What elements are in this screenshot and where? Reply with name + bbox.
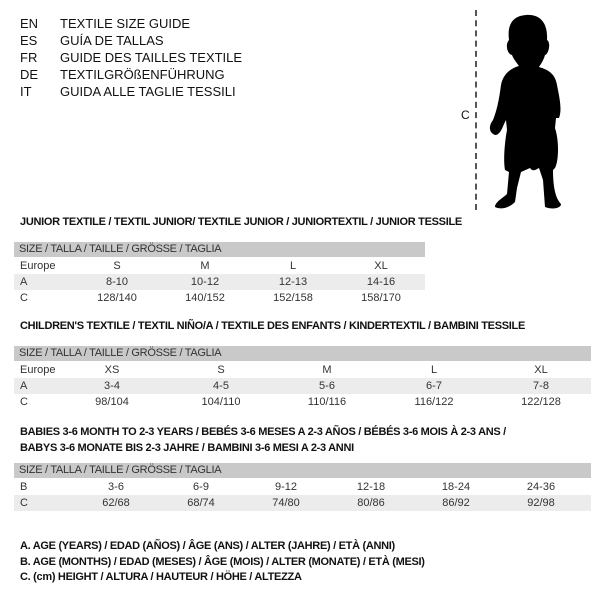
size-header: SIZE / TALLA / TAILLE / GRÖSSE / TAGLIA — [14, 346, 591, 361]
language-code: ES — [20, 33, 38, 48]
legend-a: A. AGE (YEARS) / EDAD (AÑOS) / ÂGE (ANS)… — [20, 540, 395, 552]
guide-title-text: TEXTILE SIZE GUIDE — [60, 16, 191, 31]
babies-heading-line1: BABIES 3-6 MONTH TO 2-3 YEARS / BEBÉS 3-… — [20, 426, 506, 438]
table-cell: 98/104 — [95, 396, 129, 408]
table-cell: 152/158 — [273, 292, 313, 304]
table-cell: 68/74 — [187, 497, 215, 509]
table-cell: 62/68 — [102, 497, 130, 509]
legend-c: C. (cm) HEIGHT / ALTURA / HAUTEUR / HÖHE… — [20, 571, 302, 583]
size-header: SIZE / TALLA / TAILLE / GRÖSSE / TAGLIA — [14, 242, 425, 257]
table-cell: 116/122 — [414, 396, 454, 408]
table-row: A 8-10 10-12 12-13 14-16 — [14, 274, 425, 290]
table-cell: 74/80 — [272, 497, 300, 509]
row-label: A — [20, 276, 28, 288]
table-cell: 7-8 — [533, 380, 549, 392]
height-figure: C — [455, 5, 595, 210]
row-label: C — [20, 396, 28, 408]
guide-title-en: EN TEXTILE SIZE GUIDE — [20, 16, 190, 31]
table-row: C 62/68 68/74 74/80 80/86 86/92 92/98 — [14, 495, 591, 511]
table-cell: M — [200, 260, 210, 272]
table-cell: 104/110 — [201, 396, 241, 408]
guide-title-text: GUÍA DE TALLAS — [60, 33, 164, 48]
table-row: Europe S M L XL — [14, 258, 425, 274]
table-row: Europe XS S M L XL — [14, 362, 591, 378]
child-silhouette-icon — [489, 14, 561, 209]
table-cell: XL — [374, 260, 388, 272]
table-cell: 18-24 — [441, 481, 471, 493]
row-label: Europe — [20, 364, 56, 376]
table-cell: 140/152 — [185, 292, 225, 304]
table-cell: S — [217, 364, 225, 376]
table-cell: S — [113, 260, 121, 272]
guide-title-it: IT GUIDA ALLE TAGLIE TESSILI — [20, 84, 236, 99]
junior-size-table: SIZE / TALLA / TAILLE / GRÖSSE / TAGLIA E… — [14, 242, 425, 306]
table-cell: 4-5 — [213, 380, 229, 392]
language-code: FR — [20, 50, 38, 65]
language-code: EN — [20, 16, 39, 31]
table-cell: 6-9 — [193, 481, 209, 493]
table-cell: 12-18 — [356, 481, 386, 493]
table-row: A 3-4 4-5 5-6 6-7 7-8 — [14, 378, 591, 394]
table-cell: 24-36 — [526, 481, 556, 493]
guide-title-text: GUIDA ALLE TAGLIE TESSILI — [60, 84, 236, 99]
table-cell: 3-4 — [104, 380, 120, 392]
table-row: B 3-6 6-9 9-12 12-18 18-24 24-36 — [14, 479, 591, 495]
table-cell: 8-10 — [105, 276, 129, 288]
table-cell: 12-13 — [278, 276, 308, 288]
children-size-table: SIZE / TALLA / TAILLE / GRÖSSE / TAGLIA E… — [14, 346, 591, 410]
children-heading: CHILDREN'S TEXTILE / TEXTIL NIÑO/A / TEX… — [20, 320, 525, 332]
guide-title-text: GUIDE DES TAILLES TEXTILE — [60, 50, 243, 65]
guide-title-text: TEXTILGRÖßENFÜHRUNG — [60, 67, 225, 82]
babies-size-table: SIZE / TALLA / TAILLE / GRÖSSE / TAGLIA B… — [14, 463, 591, 511]
row-label: C — [20, 497, 28, 509]
row-label: A — [20, 380, 28, 392]
table-cell: 3-6 — [108, 481, 124, 493]
junior-heading: JUNIOR TEXTILE / TEXTIL JUNIOR/ TEXTILE … — [20, 216, 462, 228]
table-cell: 86/92 — [442, 497, 470, 509]
table-row: C 98/104 104/110 110/116 116/122 122/128 — [14, 394, 591, 410]
row-label: C — [20, 292, 28, 304]
language-code: DE — [20, 67, 39, 82]
row-label: B — [20, 481, 28, 493]
table-cell: L — [430, 364, 438, 376]
table-cell: XL — [534, 364, 548, 376]
table-cell: 10-12 — [190, 276, 220, 288]
table-cell: M — [322, 364, 332, 376]
table-cell: 110/116 — [307, 396, 347, 408]
table-cell: 158/170 — [361, 292, 401, 304]
guide-title-es: ES GUÍA DE TALLAS — [20, 33, 164, 48]
table-row: C 128/140 140/152 152/158 158/170 — [14, 290, 425, 306]
measure-label: C — [461, 108, 470, 122]
table-cell: 5-6 — [319, 380, 335, 392]
height-dashed-line — [475, 10, 477, 210]
babies-heading-line2: BABYS 3-6 MONATE BIS 2-3 JAHRE / BAMBINI… — [20, 442, 354, 454]
table-cell: 9-12 — [274, 481, 298, 493]
table-cell: L — [289, 260, 297, 272]
table-cell: 80/86 — [357, 497, 385, 509]
table-cell: 6-7 — [426, 380, 442, 392]
table-cell: XS — [104, 364, 120, 376]
table-cell: 14-16 — [366, 276, 396, 288]
guide-title-fr: FR GUIDE DES TAILLES TEXTILE — [20, 50, 242, 65]
table-cell: 128/140 — [97, 292, 137, 304]
language-code: IT — [20, 84, 32, 99]
guide-title-de: DE TEXTILGRÖßENFÜHRUNG — [20, 67, 225, 82]
row-label: Europe — [20, 260, 56, 272]
size-header: SIZE / TALLA / TAILLE / GRÖSSE / TAGLIA — [14, 463, 591, 478]
table-cell: 92/98 — [527, 497, 555, 509]
legend-b: B. AGE (MONTHS) / EDAD (MESES) / ÂGE (MO… — [20, 556, 425, 568]
table-cell: 122/128 — [521, 396, 561, 408]
